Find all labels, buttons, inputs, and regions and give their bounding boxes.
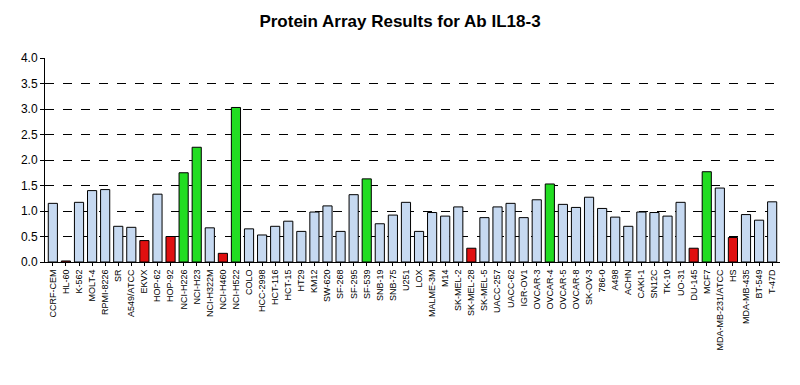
svg-text:NCI-H460: NCI-H460	[218, 270, 228, 310]
svg-text:DU-145: DU-145	[689, 270, 699, 301]
svg-text:SK-MEL-2: SK-MEL-2	[453, 270, 463, 312]
svg-text:0.0: 0.0	[21, 255, 38, 269]
svg-text:MDA-MB-231/ATCC: MDA-MB-231/ATCC	[715, 269, 725, 350]
svg-text:UO-31: UO-31	[676, 270, 686, 297]
svg-text:M14: M14	[440, 270, 450, 288]
svg-text:2.5: 2.5	[21, 128, 38, 142]
svg-text:MALME-3M: MALME-3M	[427, 270, 437, 318]
svg-text:0.5: 0.5	[21, 230, 38, 244]
svg-text:ACHN: ACHN	[623, 270, 633, 296]
svg-text:OVCAR-4: OVCAR-4	[545, 270, 555, 310]
svg-text:RPMI-8226: RPMI-8226	[100, 270, 110, 316]
svg-text:NCI-H522: NCI-H522	[231, 270, 241, 310]
svg-text:HCC-2998: HCC-2998	[257, 270, 267, 313]
svg-text:SK-MEL-5: SK-MEL-5	[479, 270, 489, 312]
svg-text:TK-10: TK-10	[662, 270, 672, 295]
svg-text:Protein Array Results for Ab I: Protein Array Results for Ab IL18-3	[259, 12, 540, 31]
svg-text:OVCAR-8: OVCAR-8	[571, 270, 581, 310]
svg-text:3.5: 3.5	[21, 77, 38, 91]
svg-text:OVCAR-5: OVCAR-5	[558, 270, 568, 310]
svg-text:SR: SR	[113, 269, 123, 282]
svg-text:A549/ATCC: A549/ATCC	[126, 269, 136, 317]
svg-text:HCT-116: HCT-116	[270, 270, 280, 305]
svg-text:MDA-MB-435: MDA-MB-435	[741, 270, 751, 325]
svg-text:SF-295: SF-295	[349, 270, 359, 300]
svg-text:NCI-H322M: NCI-H322M	[205, 270, 215, 318]
svg-text:NCI-H23: NCI-H23	[192, 270, 202, 305]
svg-text:EKVX: EKVX	[139, 270, 149, 294]
svg-text:IGR-OV1: IGR-OV1	[519, 270, 529, 307]
svg-text:T-47D: T-47D	[767, 269, 777, 294]
svg-text:SW-620: SW-620	[322, 270, 332, 302]
svg-text:K-562: K-562	[74, 270, 84, 294]
svg-text:HL-60: HL-60	[61, 270, 71, 295]
svg-text:A498: A498	[610, 270, 620, 291]
svg-text:SNB-19: SNB-19	[375, 270, 385, 302]
svg-text:COLO: COLO	[244, 270, 254, 296]
svg-text:SF-539: SF-539	[362, 270, 372, 300]
svg-text:OVCAR-3: OVCAR-3	[532, 270, 542, 310]
svg-text:HT29: HT29	[296, 270, 306, 292]
svg-text:UACC-257: UACC-257	[492, 270, 502, 314]
svg-text:4.0: 4.0	[21, 51, 38, 65]
svg-text:HS: HS	[728, 270, 738, 283]
svg-text:3.0: 3.0	[21, 102, 38, 116]
svg-text:786-0: 786-0	[597, 270, 607, 293]
svg-text:HCT-15: HCT-15	[283, 270, 293, 301]
svg-text:HOP-62: HOP-62	[152, 270, 162, 303]
svg-text:SK-MEL-28: SK-MEL-28	[466, 270, 476, 317]
svg-text:SK-OV-3: SK-OV-3	[584, 270, 594, 306]
svg-text:SNB-75: SNB-75	[388, 270, 398, 302]
svg-text:LOX: LOX	[414, 270, 424, 288]
svg-text:2.0: 2.0	[21, 153, 38, 167]
svg-text:1.5: 1.5	[21, 179, 38, 193]
svg-text:HOP-92: HOP-92	[165, 270, 175, 303]
svg-text:U251: U251	[401, 270, 411, 292]
svg-text:CCRF-CEM: CCRF-CEM	[48, 270, 58, 318]
svg-text:CAKI-1: CAKI-1	[636, 270, 646, 299]
svg-text:UACC-62: UACC-62	[506, 270, 516, 309]
svg-text:1.0: 1.0	[21, 204, 38, 218]
svg-text:KM12: KM12	[309, 270, 319, 294]
svg-text:SF-268: SF-268	[335, 270, 345, 300]
svg-text:MOLT-4: MOLT-4	[87, 270, 97, 302]
svg-text:MCF7: MCF7	[702, 270, 712, 295]
svg-text:NCI-H226: NCI-H226	[179, 270, 189, 310]
svg-text:SN12C: SN12C	[649, 269, 659, 299]
svg-text:BT-549: BT-549	[754, 270, 764, 299]
